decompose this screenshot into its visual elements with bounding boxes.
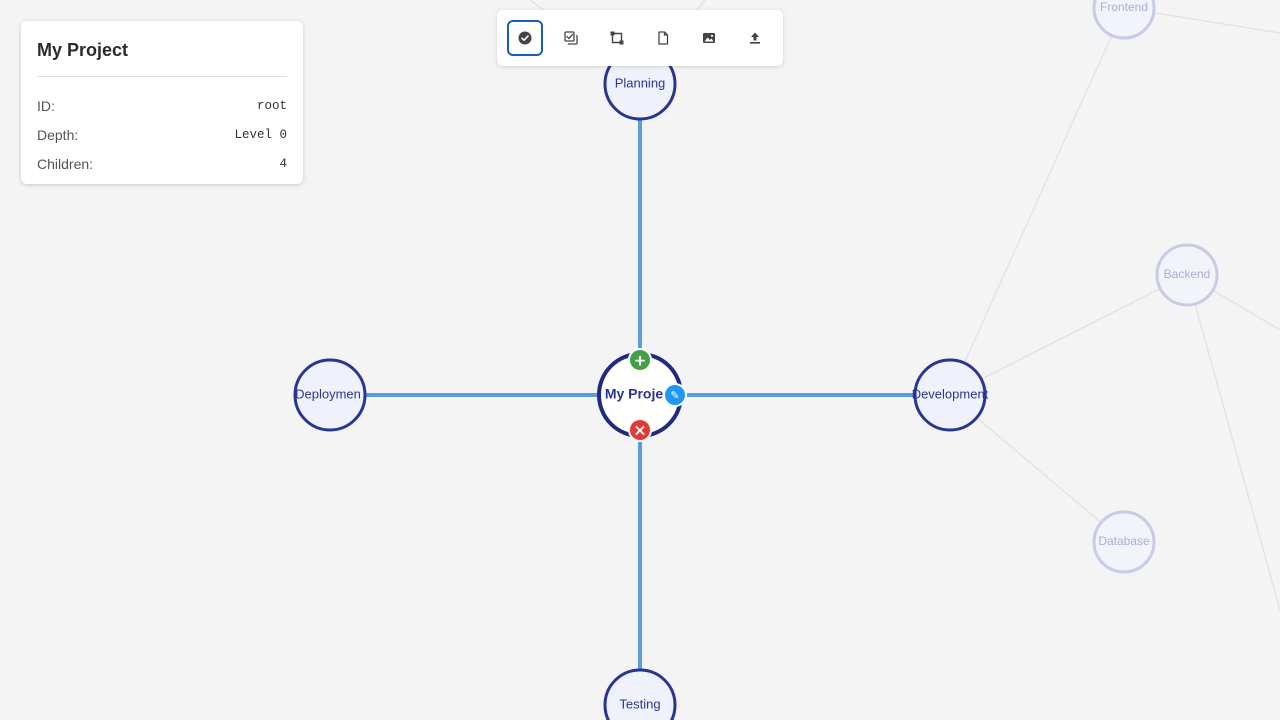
node-label-planning: Planning — [615, 75, 666, 90]
faded-node-frontend[interactable]: Frontend — [1092, 0, 1156, 40]
export-image-button[interactable] — [691, 20, 727, 56]
main-edges — [330, 84, 950, 705]
edge-development-frontend — [949, 7, 1125, 396]
edge-development-backend — [949, 274, 1188, 396]
layout-tool-button[interactable] — [599, 20, 635, 56]
node-label-deployment: Deploymen — [295, 386, 361, 401]
node-label-root: My Proje — [605, 386, 664, 402]
info-row-id: ID: root — [37, 91, 287, 120]
select-tool-button[interactable] — [507, 20, 543, 56]
plus-icon: + — [634, 352, 647, 370]
info-panel-rows: ID: root Depth: Level 0 Children: 4 — [37, 77, 287, 178]
upload-icon — [750, 32, 760, 44]
image-icon — [703, 33, 715, 43]
node-label-backend: Backend — [1164, 267, 1211, 281]
new-file-button[interactable] — [645, 20, 681, 56]
toolbar — [497, 10, 783, 66]
faded-node-database[interactable]: Database — [1092, 510, 1156, 574]
upload-button[interactable] — [737, 20, 773, 56]
info-label-depth: Depth: — [37, 126, 79, 143]
info-value-depth: Level 0 — [234, 127, 287, 142]
info-label-id: ID: — [37, 97, 55, 114]
edit-node-button[interactable]: ✎ — [663, 383, 687, 407]
delete-node-button[interactable]: × — [628, 418, 652, 442]
node-planning[interactable]: Planning — [603, 47, 677, 121]
info-label-children: Children: — [37, 155, 94, 172]
info-panel-title: My Project — [37, 40, 287, 77]
node-label-testing: Testing — [619, 696, 660, 711]
layout-icon — [610, 31, 624, 45]
node-label-database: Database — [1098, 534, 1150, 548]
file-icon — [658, 31, 669, 45]
node-info-panel: My Project ID: root Depth: Level 0 Child… — [21, 21, 303, 184]
info-value-children: 4 — [279, 156, 287, 171]
info-row-children: Children: 4 — [37, 149, 287, 178]
node-testing[interactable]: Testing — [603, 668, 677, 720]
edge-development-database — [949, 394, 1125, 543]
add-child-button[interactable]: + — [628, 348, 652, 372]
node-development[interactable]: Development — [912, 358, 989, 432]
close-icon: × — [633, 421, 646, 440]
multi-select-icon — [564, 31, 578, 45]
edge-backend-offscreen-2 — [1186, 274, 1280, 611]
check-circle-icon — [518, 31, 532, 45]
faded-node-backend[interactable]: Backend — [1155, 243, 1219, 307]
info-row-depth: Depth: Level 0 — [37, 120, 287, 149]
multi-select-tool-button[interactable] — [553, 20, 589, 56]
pencil-icon: ✎ — [670, 389, 679, 402]
node-label-frontend: Frontend — [1100, 0, 1148, 14]
info-value-id: root — [256, 98, 287, 113]
node-label-development: Development — [912, 386, 989, 401]
node-deployment[interactable]: Deploymen — [293, 358, 367, 432]
